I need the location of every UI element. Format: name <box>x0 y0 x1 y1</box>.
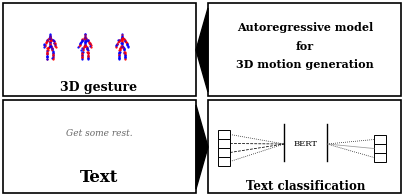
Bar <box>373 153 385 162</box>
Bar <box>217 130 230 139</box>
Bar <box>3 100 196 193</box>
Bar <box>217 139 230 148</box>
Bar <box>3 3 196 96</box>
Bar <box>217 157 230 166</box>
Text: Autoregressive model
for
3D motion generation: Autoregressive model for 3D motion gener… <box>236 22 373 70</box>
Polygon shape <box>196 8 207 92</box>
Text: Get some rest.: Get some rest. <box>66 130 132 139</box>
Polygon shape <box>196 105 207 189</box>
Text: Text: Text <box>80 170 118 187</box>
Text: BERT: BERT <box>293 140 317 148</box>
Bar <box>207 3 400 96</box>
Text: 3D gesture: 3D gesture <box>60 82 137 94</box>
Bar <box>217 148 230 157</box>
Bar <box>373 135 385 144</box>
Text: Text classification: Text classification <box>246 180 365 192</box>
Bar <box>207 100 400 193</box>
Bar <box>373 144 385 153</box>
